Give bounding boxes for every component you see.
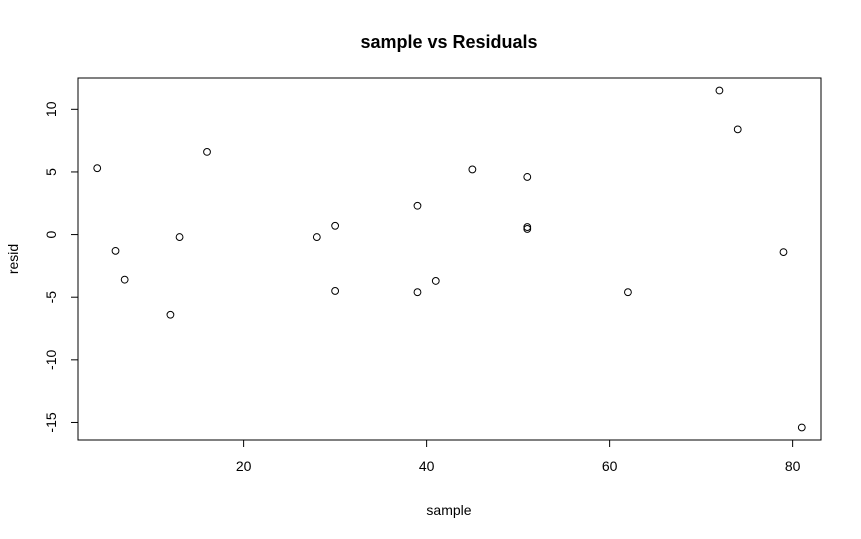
- y-tick-label: 0: [43, 230, 59, 238]
- data-point: [203, 148, 211, 156]
- data-point: [111, 246, 120, 255]
- data-point: [715, 86, 724, 95]
- data-point: [431, 277, 440, 285]
- data-point: [523, 173, 532, 181]
- y-axis-label: resid: [5, 244, 21, 274]
- data-point: [312, 233, 321, 241]
- data-point: [797, 423, 806, 432]
- data-point: [331, 287, 340, 295]
- y-tick-label: 5: [43, 168, 59, 176]
- x-tick-label: 60: [602, 458, 618, 474]
- x-tick-label: 20: [236, 458, 252, 474]
- x-axis-label: sample: [426, 502, 471, 518]
- data-point: [523, 225, 532, 233]
- data-point: [331, 221, 340, 230]
- data-point: [413, 201, 422, 210]
- data-point: [175, 233, 184, 241]
- y-tick-label: -5: [43, 291, 59, 304]
- x-tick-label: 80: [785, 458, 801, 474]
- data-point: [166, 310, 175, 319]
- plot-frame: [77, 77, 822, 441]
- y-tick-label: -10: [43, 350, 59, 370]
- data-point: [468, 165, 477, 174]
- x-axis: 20 40 60 80: [236, 439, 801, 474]
- y-tick-label: 10: [43, 101, 59, 117]
- data-point: [779, 248, 788, 257]
- data-point: [733, 125, 742, 134]
- y-tick-label: -15: [43, 412, 59, 432]
- y-axis: -15 -10 -5 0 5 10: [43, 101, 79, 433]
- data-point: [120, 275, 129, 284]
- x-tick-label: 40: [419, 458, 435, 474]
- data-point: [624, 288, 632, 297]
- data-points: [93, 86, 806, 432]
- chart-title: sample vs Residuals: [360, 32, 537, 52]
- data-point: [93, 164, 102, 173]
- data-point: [413, 288, 422, 297]
